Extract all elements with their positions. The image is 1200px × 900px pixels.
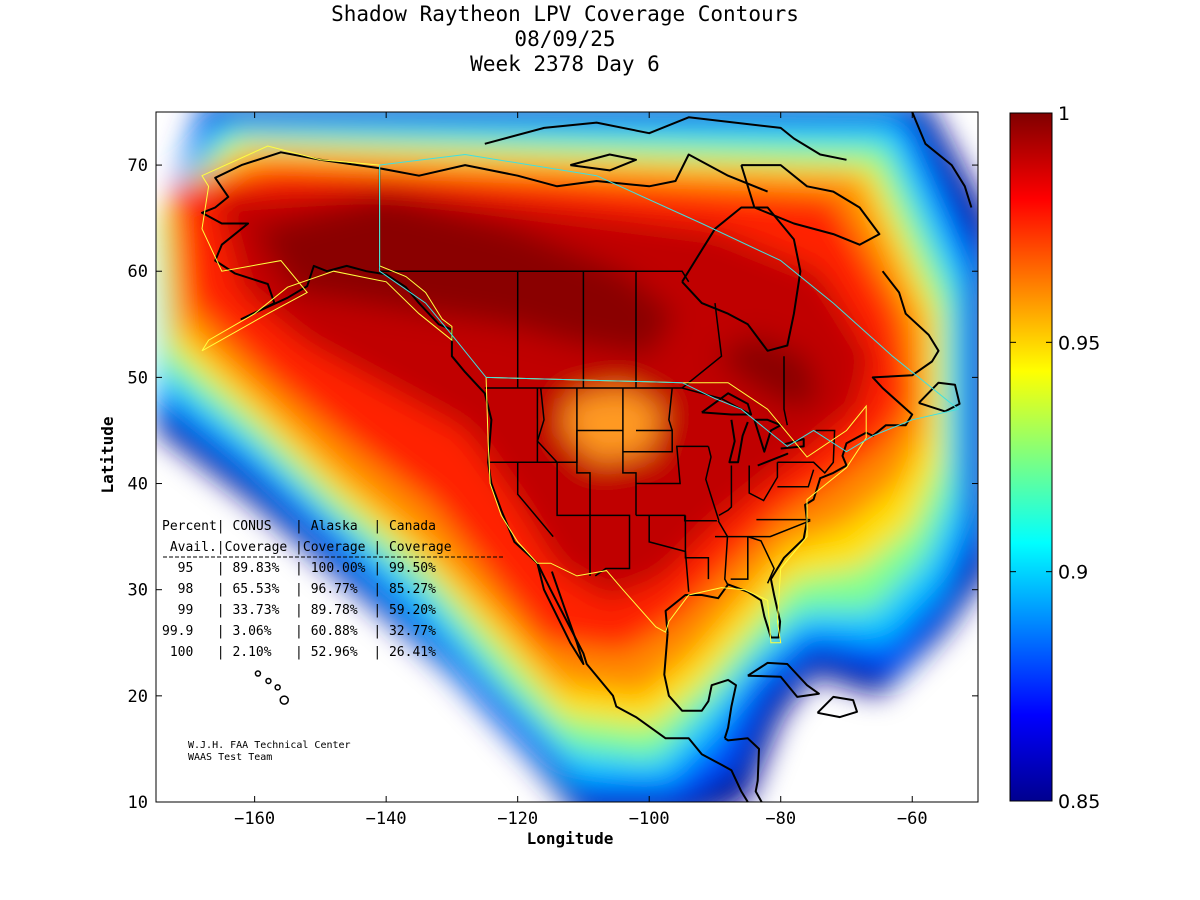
- colorbar: [1009, 112, 1053, 802]
- colorbar-tick-label-0: 1: [1058, 103, 1070, 125]
- state-line-18: [730, 536, 749, 580]
- coastline-0: [201, 151, 453, 331]
- coastline-7: [701, 392, 753, 416]
- coastline-12: [747, 661, 820, 698]
- state-line-4: [556, 462, 631, 577]
- coverage-table: Percent| CONUS | Alaska | Canada Avail.|…: [162, 519, 505, 660]
- chart-date: 08/09/25: [514, 27, 616, 51]
- state-line-13: [684, 515, 710, 580]
- coastline-13: [816, 695, 858, 719]
- state-line-21: [777, 429, 836, 475]
- table-header-2: Avail.|Coverage |Coverage | Coverage: [162, 540, 452, 555]
- state-line-10: [636, 445, 709, 485]
- coastline-19: [918, 381, 961, 413]
- y-tick-label-2: 30: [128, 581, 148, 601]
- hawaii-island-1: [274, 684, 281, 691]
- x-tick-label-1: −140: [366, 809, 407, 829]
- state-line-15: [717, 520, 729, 586]
- y-axis-label: Latitude: [98, 416, 117, 493]
- credit-line-1: W.J.H. FAA Technical Center: [188, 740, 351, 751]
- coastline-6: [379, 153, 768, 193]
- colorbar-tick-label-1: 0.95: [1058, 332, 1100, 354]
- coverage-band-10: [563, 388, 663, 463]
- coastline-15: [911, 112, 973, 208]
- table-header-1: Percent| CONUS | Alaska | Canada: [162, 519, 436, 534]
- coastline-18: [740, 164, 881, 246]
- hawaii-island-2: [265, 677, 272, 685]
- credit-line-2: WAAS Test Team: [188, 752, 272, 763]
- coastline-2: [536, 562, 585, 665]
- coverage-field: [156, 112, 978, 802]
- state-line-3: [576, 430, 591, 576]
- hawaii-island-0: [279, 695, 289, 705]
- y-tick-label-6: 70: [128, 156, 148, 176]
- state-line-20: [747, 535, 775, 584]
- table-row: 100 | 2.10% | 52.96% | 26.41%: [162, 645, 436, 660]
- coastline-overlay: [201, 112, 973, 802]
- x-tick-label-3: −100: [629, 809, 670, 829]
- x-axis-label: Longitude: [527, 829, 614, 848]
- state-line-14: [705, 446, 720, 521]
- state-line-8: [622, 429, 673, 453]
- y-tick-label-5: 60: [128, 262, 148, 282]
- state-line-5: [622, 388, 637, 516]
- chart-title: Shadow Raytheon LPV Coverage Contours: [331, 2, 799, 26]
- canada-line-5: [681, 303, 723, 389]
- table-row: 95 | 89.83% | 100.00% | 99.50%: [162, 561, 436, 576]
- y-tick-label-4: 50: [128, 368, 148, 388]
- coastline-5: [681, 206, 802, 352]
- coastline-14: [724, 737, 763, 802]
- state-line-9: [668, 387, 673, 431]
- table-row: 98 | 65.53% | 96.77% | 85.27%: [162, 582, 436, 597]
- coastline-8: [728, 419, 749, 464]
- x-tick-label-2: −120: [497, 809, 538, 829]
- state-line-22: [777, 469, 815, 488]
- coastline-10: [757, 452, 789, 467]
- y-tick-label-0: 10: [128, 793, 148, 813]
- plot-frame: [155, 111, 979, 803]
- coastline-17: [570, 153, 637, 172]
- canada-line-6: [783, 356, 789, 426]
- axis-ticks: −160 −140 −120 −100 −80 −60 10 20 30 40 50 60 70: [128, 112, 978, 829]
- y-tick-label-3: 40: [128, 475, 148, 495]
- table-row: 99 | 33.73% | 89.78% | 59.20%: [162, 603, 436, 618]
- coastline-9: [753, 418, 782, 453]
- state-line-16: [718, 465, 733, 517]
- table-row: 99.9 | 3.06% | 60.88% | 32.77%: [162, 624, 436, 639]
- chart-week: Week 2378 Day 6: [470, 52, 660, 76]
- coastline-4: [663, 633, 737, 739]
- canada-line-4: [379, 270, 690, 283]
- hawaii-island-3: [254, 670, 262, 677]
- colorbar-ticks: 1 0.95 0.9 0.85: [1010, 103, 1100, 813]
- state-line-19: [715, 520, 811, 538]
- x-tick-label-5: −60: [897, 809, 928, 829]
- state-line-17: [748, 462, 779, 502]
- x-tick-label-4: −80: [765, 809, 796, 829]
- colorbar-tick-label-3: 0.85: [1058, 791, 1100, 813]
- state-line-12: [648, 515, 690, 592]
- x-tick-label-0: −160: [234, 809, 275, 829]
- colorbar-tick-label-2: 0.9: [1058, 562, 1088, 584]
- state-line-6: [536, 387, 558, 463]
- coastline-16: [484, 116, 847, 161]
- canada-service-outline: [379, 153, 960, 453]
- coastline-3: [664, 270, 940, 639]
- coverage-band-8: [254, 196, 676, 357]
- y-tick-label-1: 20: [128, 687, 148, 707]
- conus-service-outline: [485, 376, 867, 644]
- coverage-band-9: [715, 334, 821, 410]
